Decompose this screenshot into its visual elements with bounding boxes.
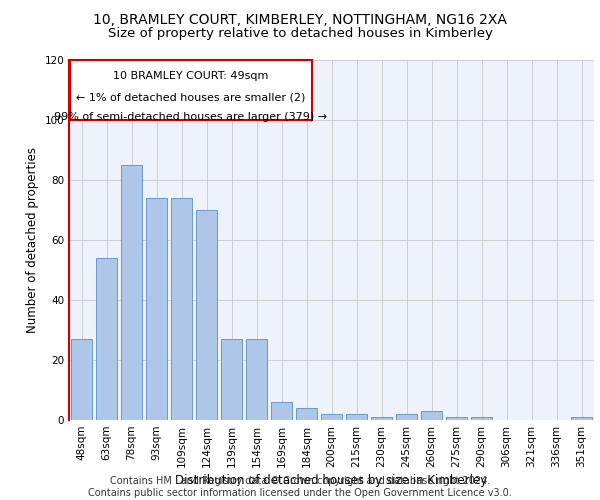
Bar (421, 411, 442, 420)
FancyBboxPatch shape (70, 60, 312, 120)
Text: 10 BRAMLEY COURT: 49sqm: 10 BRAMLEY COURT: 49sqm (113, 71, 269, 81)
Bar (471, 417, 492, 420)
Text: 10, BRAMLEY COURT, KIMBERLEY, NOTTINGHAM, NG16 2XA: 10, BRAMLEY COURT, KIMBERLEY, NOTTINGHAM… (93, 12, 507, 26)
Bar (221, 339, 242, 420)
Bar (171, 198, 192, 420)
Text: 99% of semi-detached houses are larger (379) →: 99% of semi-detached houses are larger (… (55, 112, 328, 122)
Text: Size of property relative to detached houses in Kimberley: Size of property relative to detached ho… (107, 28, 493, 40)
Bar (446, 417, 467, 420)
Text: ← 1% of detached houses are smaller (2): ← 1% of detached houses are smaller (2) (76, 92, 305, 102)
Bar (371, 417, 392, 420)
Bar (396, 414, 417, 420)
Bar (96, 258, 117, 420)
Bar (246, 339, 267, 420)
Text: Contains HM Land Registry data © Crown copyright and database right 2024.: Contains HM Land Registry data © Crown c… (110, 476, 490, 486)
Bar (571, 417, 592, 420)
Bar (146, 198, 167, 420)
Y-axis label: Number of detached properties: Number of detached properties (26, 147, 39, 333)
X-axis label: Distribution of detached houses by size in Kimberley: Distribution of detached houses by size … (175, 474, 488, 487)
Bar (271, 402, 292, 420)
Bar (71, 339, 92, 420)
Bar (321, 414, 342, 420)
Bar (121, 165, 142, 420)
Bar (346, 414, 367, 420)
Bar (196, 210, 217, 420)
Bar (296, 408, 317, 420)
Text: Contains public sector information licensed under the Open Government Licence v3: Contains public sector information licen… (88, 488, 512, 498)
